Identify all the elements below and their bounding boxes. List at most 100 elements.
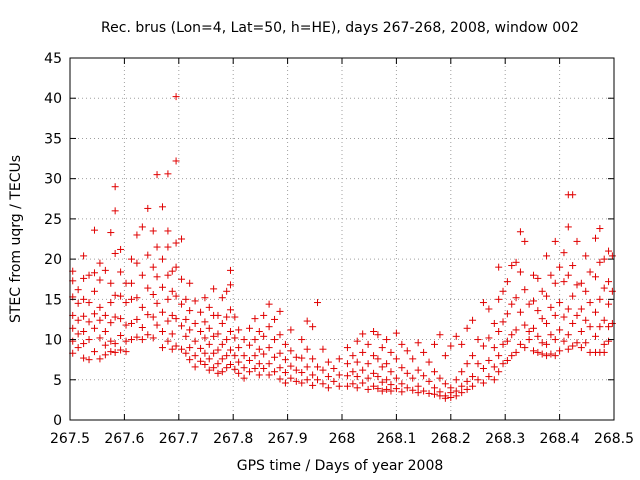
data-point	[609, 320, 616, 327]
data-point	[178, 276, 185, 283]
data-point	[309, 382, 316, 389]
data-point	[560, 338, 567, 345]
data-point	[112, 207, 119, 214]
data-point	[298, 379, 305, 386]
data-point	[206, 355, 213, 362]
data-point	[495, 368, 502, 375]
data-point	[605, 338, 612, 345]
data-point	[192, 297, 199, 304]
data-point	[365, 360, 372, 367]
data-point	[374, 331, 381, 338]
data-points	[69, 93, 616, 402]
data-point	[370, 328, 377, 335]
data-point	[442, 352, 449, 359]
data-point	[574, 238, 581, 245]
data-point	[154, 273, 161, 280]
data-point	[354, 373, 361, 380]
data-point	[491, 363, 498, 370]
data-point	[186, 344, 193, 351]
data-point	[91, 325, 98, 332]
data-point	[276, 375, 283, 382]
data-point	[458, 389, 465, 396]
data-point	[534, 275, 541, 282]
data-point	[298, 355, 305, 362]
data-point	[504, 310, 511, 317]
data-point	[86, 336, 93, 343]
data-point	[485, 305, 492, 312]
data-point	[556, 326, 563, 333]
data-point	[526, 336, 533, 343]
data-point	[409, 375, 416, 382]
data-point	[552, 280, 559, 287]
y-tick-label: 5	[53, 373, 62, 389]
data-point	[154, 322, 161, 329]
data-point	[383, 386, 390, 393]
data-point	[102, 342, 109, 349]
data-point	[159, 344, 166, 351]
data-point	[495, 264, 502, 271]
data-point	[426, 359, 433, 366]
data-point	[154, 171, 161, 178]
data-point	[398, 341, 405, 348]
data-point	[223, 364, 230, 371]
data-point	[219, 320, 226, 327]
data-point	[534, 333, 541, 340]
data-point	[75, 317, 82, 324]
data-point	[578, 305, 585, 312]
data-point	[526, 328, 533, 335]
data-point	[319, 346, 326, 353]
data-point	[574, 281, 581, 288]
data-point	[173, 240, 180, 247]
data-point	[214, 360, 221, 367]
data-point	[404, 370, 411, 377]
data-point	[552, 312, 559, 319]
data-point	[210, 350, 217, 357]
data-point	[453, 333, 460, 340]
data-point	[365, 341, 372, 348]
data-point	[521, 344, 528, 351]
x-tick-label: 268.1	[376, 431, 416, 447]
data-point	[133, 231, 140, 238]
data-point	[556, 347, 563, 354]
data-point	[251, 315, 258, 322]
data-point	[266, 344, 273, 351]
data-point	[159, 309, 166, 316]
data-point	[508, 301, 515, 308]
data-point	[192, 352, 199, 359]
data-point	[186, 307, 193, 314]
data-point	[609, 288, 616, 295]
data-point	[271, 316, 278, 323]
data-point	[547, 304, 554, 311]
data-point	[415, 339, 422, 346]
data-point	[139, 272, 146, 279]
data-point	[314, 376, 321, 383]
data-point	[526, 301, 533, 308]
data-point	[436, 375, 443, 382]
data-point	[178, 322, 185, 329]
data-point	[560, 278, 567, 285]
data-point	[469, 352, 476, 359]
data-point	[271, 368, 278, 375]
data-point	[485, 373, 492, 380]
data-point	[246, 357, 253, 364]
x-tick-label: 267.7	[159, 431, 199, 447]
data-point	[304, 363, 311, 370]
data-point	[128, 280, 135, 287]
data-point	[495, 296, 502, 303]
data-point	[354, 384, 361, 391]
data-point	[206, 341, 213, 348]
y-tick-label: 40	[44, 91, 62, 107]
data-point	[96, 260, 103, 267]
data-point	[565, 346, 572, 353]
data-point	[107, 299, 114, 306]
data-point	[491, 376, 498, 383]
data-point	[513, 326, 520, 333]
data-point	[387, 368, 394, 375]
data-point	[464, 386, 471, 393]
data-point	[128, 320, 135, 327]
data-point	[164, 318, 171, 325]
data-point	[276, 350, 283, 357]
data-point	[560, 314, 567, 321]
data-point	[605, 248, 612, 255]
